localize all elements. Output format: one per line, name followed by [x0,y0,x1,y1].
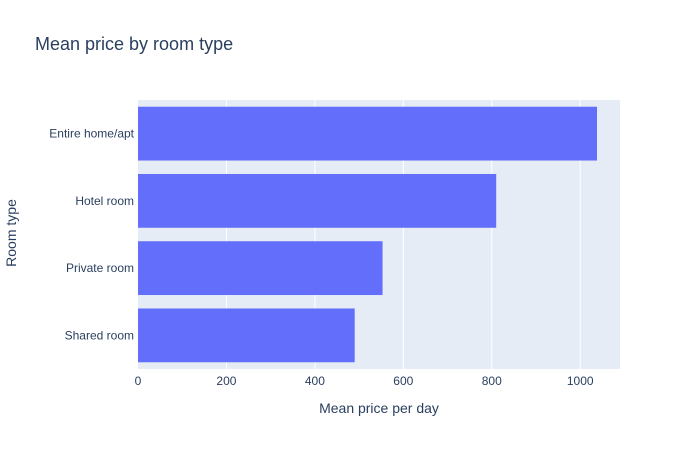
y-tick-label: Entire home/apt [49,127,134,141]
x-tick-label: 1000 [567,374,594,388]
x-tick-label: 800 [482,374,502,388]
bar-entire-home-apt [138,107,597,161]
x-tick-label: 0 [135,374,142,388]
y-tick-label: Shared room [65,328,134,342]
y-tick-label: Hotel room [75,194,134,208]
y-axis-title: Room type [3,199,19,267]
chart-title: Mean price by room type [35,34,233,54]
y-tick-labels: Entire home/apt Hotel room Private room Sha… [49,127,134,343]
x-tick-label: 600 [393,374,413,388]
bar-private-room [138,241,383,295]
x-tick-label: 400 [305,374,325,388]
bar-hotel-room [138,174,496,228]
x-tick-label: 200 [216,374,236,388]
y-tick-label: Private room [66,261,134,275]
bar-shared-room [138,308,355,362]
x-tick-labels: 0 200 400 600 800 1000 [135,374,594,388]
x-axis-title: Mean price per day [319,400,439,416]
